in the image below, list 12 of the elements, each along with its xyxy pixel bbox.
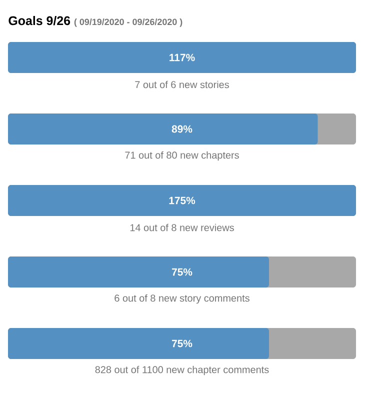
text: ( 09/19/2020 - 09/26/2020 ) xyxy=(74,18,182,27)
category-label: 7 out of 6 new stories xyxy=(135,80,229,88)
category-label: 828 out of 1100 new chapter comments xyxy=(95,366,269,376)
data-label: 75% xyxy=(172,268,192,276)
data-label: 75% xyxy=(172,340,192,348)
text: Goals 9/26 xyxy=(8,16,70,26)
category-label: 71 out of 80 new chapters xyxy=(125,151,239,161)
data-label: 117% xyxy=(170,54,195,62)
category-label: 14 out of 8 new reviews xyxy=(130,224,234,232)
category-label: 6 out of 8 new story comments xyxy=(114,294,250,304)
data-label: 89% xyxy=(172,125,192,133)
data-label: 175% xyxy=(169,196,196,204)
